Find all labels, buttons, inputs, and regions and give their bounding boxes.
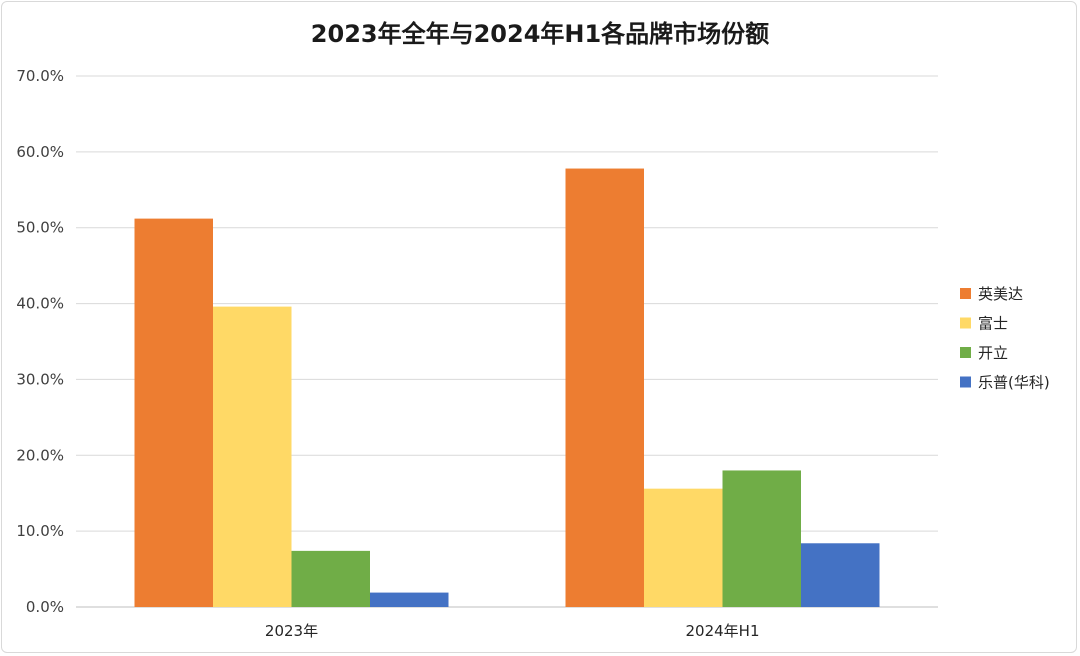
x-tick-label: 2024年H1 (686, 622, 760, 640)
y-axis: 0.0% 10.0% 20.0% 30.0% 40.0% 50.0% 60.0% 70.0% (16, 67, 64, 616)
legend-entry: 乐普(华科) (978, 374, 1050, 392)
x-axis: 2023年 2024年H1 (265, 622, 760, 640)
y-tick-label: 70.0% (16, 67, 64, 85)
y-tick-label: 60.0% (16, 143, 64, 161)
y-tick-label: 50.0% (16, 219, 64, 237)
bar (801, 543, 880, 607)
legend-swatch (960, 376, 971, 388)
y-tick-label: 10.0% (16, 522, 64, 540)
x-tick-label: 2023年 (265, 622, 318, 640)
bar (213, 306, 292, 607)
legend-entry: 富士 (978, 315, 1008, 333)
y-tick-label: 40.0% (16, 295, 64, 313)
legend-swatch (960, 347, 971, 358)
bar (722, 470, 801, 607)
y-tick-label: 0.0% (26, 598, 64, 616)
chart-title: 2023年全年与2024年H1各品牌市场份额 (311, 20, 769, 48)
bar (644, 488, 723, 607)
bar (134, 218, 213, 607)
bar (370, 592, 449, 607)
bars (134, 168, 880, 607)
y-tick-label: 30.0% (16, 370, 64, 388)
bar (291, 550, 370, 607)
legend-entry: 开立 (978, 344, 1008, 362)
legend-swatch (960, 317, 971, 329)
legend-swatch (960, 288, 971, 299)
bar (565, 168, 644, 607)
y-tick-label: 20.0% (16, 446, 64, 464)
legend-entry: 英美达 (978, 285, 1023, 303)
